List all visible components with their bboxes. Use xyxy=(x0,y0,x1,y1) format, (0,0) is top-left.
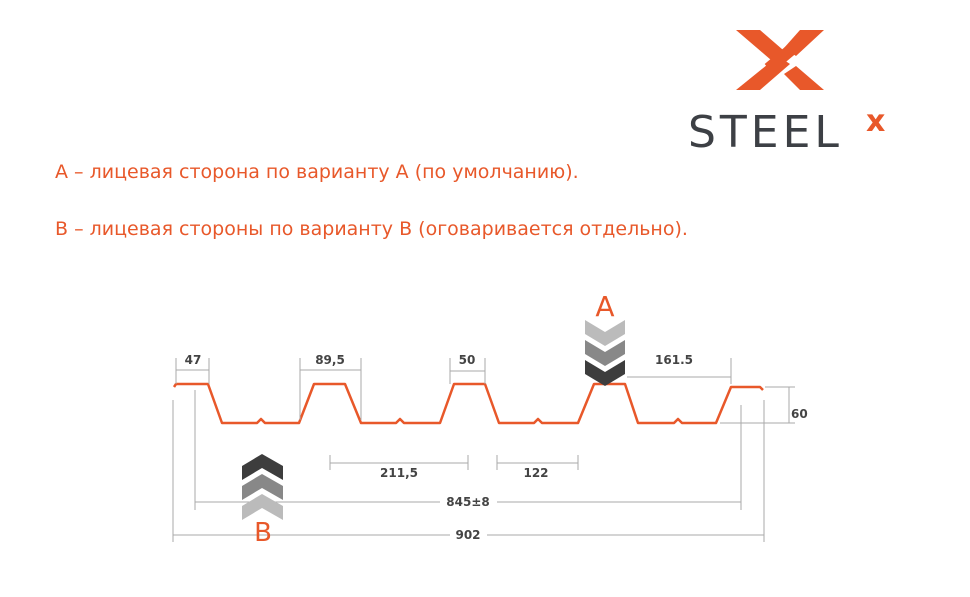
dim-902: 902 xyxy=(455,528,480,542)
logo-text: STEEL xyxy=(688,107,843,158)
dim-845: 845±8 xyxy=(446,495,489,509)
dim-89-5: 89,5 xyxy=(315,353,345,367)
side-b-chevron-icon xyxy=(242,454,283,520)
dim-161-5: 161.5 xyxy=(655,353,693,367)
dimension-lines xyxy=(172,358,795,542)
dim-47: 47 xyxy=(185,353,202,367)
legend-line-b: В – лицевая стороны по варианту В (огова… xyxy=(55,218,688,240)
profile-shape xyxy=(172,382,764,425)
side-b-label: B xyxy=(254,518,272,548)
legend-line-a: А – лицевая сторона по варианту А (по ум… xyxy=(55,161,579,183)
logo: STEEL x xyxy=(688,30,885,158)
side-a-label: A xyxy=(595,290,614,323)
dim-122: 122 xyxy=(523,466,548,480)
dim-50: 50 xyxy=(459,353,476,367)
side-a-chevron-icon xyxy=(585,320,625,386)
dim-60: 60 xyxy=(791,407,808,421)
dim-211-5: 211,5 xyxy=(380,466,418,480)
logo-x-mark xyxy=(736,30,824,90)
logo-superscript: x xyxy=(866,104,885,139)
